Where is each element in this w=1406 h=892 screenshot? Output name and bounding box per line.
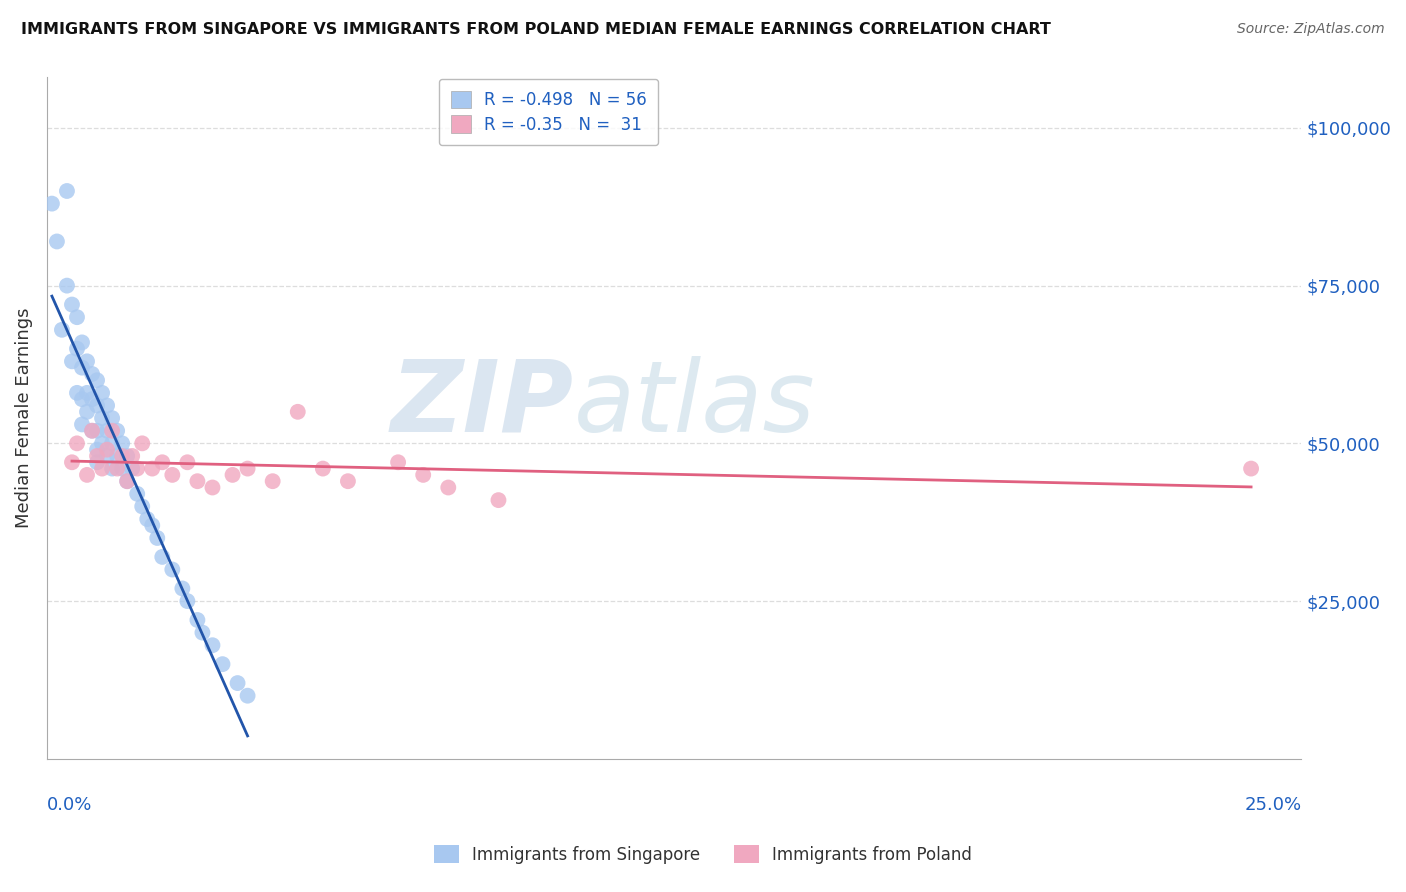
Point: [51, 323, 73, 337]
Point: [80, 424, 103, 438]
Text: Source: ZipAtlas.com: Source: ZipAtlas.com: [1237, 22, 1385, 37]
Point: [150, 549, 173, 564]
Point: [80, 392, 103, 407]
Point: [66, 436, 89, 450]
Point: [86, 442, 108, 457]
Point: [191, 625, 214, 640]
Point: [101, 424, 124, 438]
Point: [141, 518, 163, 533]
Point: [131, 436, 153, 450]
Point: [86, 449, 108, 463]
Point: [146, 531, 169, 545]
Point: [80, 367, 103, 381]
Point: [70, 417, 93, 432]
Point: [111, 461, 134, 475]
Y-axis label: Median Female Earnings: Median Female Earnings: [15, 308, 32, 528]
Point: [186, 474, 208, 488]
Point: [91, 385, 114, 400]
Point: [127, 487, 149, 501]
Point: [211, 657, 233, 672]
Point: [412, 467, 434, 482]
Legend: R = -0.498   N = 56, R = -0.35   N =  31: R = -0.498 N = 56, R = -0.35 N = 31: [439, 79, 658, 145]
Point: [66, 310, 89, 325]
Point: [56, 184, 79, 198]
Point: [176, 594, 198, 608]
Point: [45, 235, 67, 249]
Point: [96, 449, 118, 463]
Point: [111, 436, 134, 450]
Point: [387, 455, 409, 469]
Point: [236, 461, 259, 475]
Point: [115, 474, 138, 488]
Text: 0.0%: 0.0%: [46, 797, 93, 814]
Point: [115, 474, 138, 488]
Point: [121, 461, 143, 475]
Point: [115, 449, 138, 463]
Point: [76, 354, 98, 368]
Point: [105, 449, 128, 463]
Point: [162, 562, 184, 576]
Point: [287, 405, 309, 419]
Point: [136, 512, 159, 526]
Text: atlas: atlas: [574, 356, 815, 453]
Point: [76, 467, 98, 482]
Point: [186, 613, 208, 627]
Point: [60, 354, 83, 368]
Point: [80, 424, 103, 438]
Text: 25.0%: 25.0%: [1244, 797, 1302, 814]
Point: [262, 474, 284, 488]
Point: [101, 461, 124, 475]
Point: [105, 424, 128, 438]
Text: IMMIGRANTS FROM SINGAPORE VS IMMIGRANTS FROM POLAND MEDIAN FEMALE EARNINGS CORRE: IMMIGRANTS FROM SINGAPORE VS IMMIGRANTS …: [21, 22, 1050, 37]
Point: [101, 411, 124, 425]
Point: [201, 481, 224, 495]
Point: [111, 449, 134, 463]
Point: [176, 455, 198, 469]
Point: [70, 360, 93, 375]
Legend: Immigrants from Singapore, Immigrants from Poland: Immigrants from Singapore, Immigrants fr…: [427, 838, 979, 871]
Point: [96, 424, 118, 438]
Point: [76, 385, 98, 400]
Point: [162, 467, 184, 482]
Point: [226, 676, 249, 690]
Point: [76, 405, 98, 419]
Point: [312, 461, 335, 475]
Point: [121, 449, 143, 463]
Point: [86, 399, 108, 413]
Point: [236, 689, 259, 703]
Point: [141, 461, 163, 475]
Point: [336, 474, 359, 488]
Point: [105, 461, 128, 475]
Point: [91, 411, 114, 425]
Point: [60, 297, 83, 311]
Point: [1240, 461, 1263, 475]
Point: [56, 278, 79, 293]
Point: [221, 467, 243, 482]
Point: [150, 455, 173, 469]
Point: [172, 582, 194, 596]
Point: [86, 424, 108, 438]
Point: [86, 373, 108, 387]
Point: [41, 196, 63, 211]
Point: [96, 399, 118, 413]
Point: [86, 455, 108, 469]
Point: [66, 385, 89, 400]
Point: [91, 436, 114, 450]
Point: [70, 335, 93, 350]
Point: [101, 436, 124, 450]
Point: [201, 638, 224, 652]
Point: [70, 392, 93, 407]
Point: [91, 461, 114, 475]
Point: [96, 442, 118, 457]
Text: ZIP: ZIP: [391, 356, 574, 453]
Point: [131, 500, 153, 514]
Point: [437, 481, 460, 495]
Point: [60, 455, 83, 469]
Point: [488, 493, 510, 508]
Point: [127, 461, 149, 475]
Point: [66, 342, 89, 356]
